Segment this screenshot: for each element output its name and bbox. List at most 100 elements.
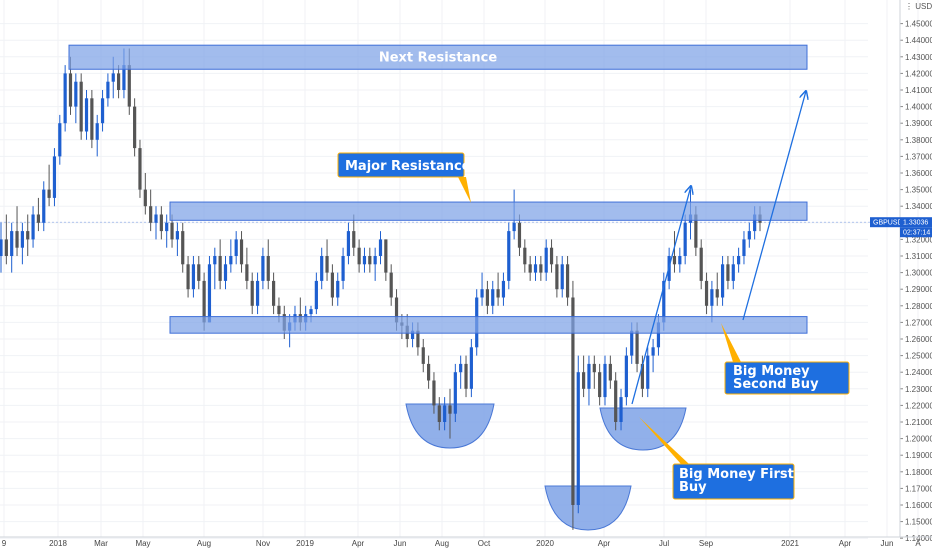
candle [384,239,388,281]
candle-body [213,256,217,265]
candle [549,239,554,273]
x-tick-label: Nov [256,539,270,548]
candle [106,73,110,107]
y-tick-label: 1.38000 [905,136,932,145]
candle-body [234,239,238,256]
candle [336,272,340,306]
candle-body [36,214,41,223]
projection-arrows [631,91,806,405]
candle-body [496,289,500,298]
candle-body [111,73,115,82]
candle-body [555,264,559,290]
candle-body [694,214,698,248]
candle-body [197,264,201,281]
candle [213,247,217,290]
y-tick-label: 1.18000 [905,468,932,477]
candle-body [52,156,57,198]
projection-arrow-2 [742,91,806,321]
symbol-tag [870,217,900,228]
candle [582,355,586,398]
y-tick-label: 1.24000 [905,368,932,377]
candle [239,231,244,273]
x-tick-label: Aug [197,539,211,548]
candle [678,247,682,273]
candle [4,214,8,265]
candle [507,222,511,290]
candle-body [715,289,719,298]
candle [485,280,490,315]
candle [357,239,361,273]
candle-body [656,322,661,348]
candle [565,256,570,306]
candle-body [325,256,329,273]
candle [378,231,383,265]
candle-body [587,363,591,389]
candle [427,355,431,389]
candle [261,247,265,290]
candle-body [330,272,334,298]
candle-body [614,380,618,422]
candle-body [223,264,228,281]
x-tick-label: Jul [659,539,669,548]
candle-body [207,264,212,323]
candle [539,256,543,281]
symbol-tag-text: GBPUSD [873,220,903,227]
countdown-text: 02:37:14 [903,230,930,237]
y-tick-label: 1.30000 [905,269,932,278]
y-tick-label: 1.43000 [905,53,932,62]
callout-tail [458,177,471,203]
y-tick-label: 1.42000 [905,69,932,78]
candle-body [635,330,639,364]
x-tick-label: 2018 [49,539,67,548]
candle [480,272,484,306]
y-tick-label: 1.37000 [905,152,932,161]
candle-body [603,363,607,398]
cup-shape [544,485,632,531]
candle [74,73,78,124]
candle [197,256,201,290]
y-tick-label: 1.16000 [905,501,932,510]
candle [747,222,751,248]
candle [346,222,351,265]
candle [20,222,24,265]
x-tick-label: 9 [2,539,7,548]
candle [181,222,185,273]
candle-body [373,256,377,265]
candle [469,339,473,398]
y-tick-label: 1.32000 [905,235,932,244]
candle-body [427,363,431,381]
x-tick-label: Mar [94,539,108,548]
candle-body [384,239,388,273]
candle-body [544,247,548,273]
candle-body [523,247,527,265]
candle [0,222,3,273]
candle [100,90,105,132]
candle [560,256,564,298]
callout-text: Major Resistance [345,159,471,174]
candle-body [464,363,468,389]
candle-body [116,73,121,90]
candle [614,372,618,431]
countdown-tag [900,227,932,238]
candle-body [165,222,169,232]
candle [36,197,41,232]
candle-body [453,372,457,414]
candle [229,239,233,273]
candle-body [533,264,538,273]
candle-body [651,347,655,356]
callout-text: Big Money [733,364,810,379]
candle-body [598,372,602,398]
candle [52,148,57,207]
candle-body [133,106,137,149]
y-tick-label: 1.34000 [905,202,932,211]
candle-body [485,289,490,306]
candle-body [42,189,46,223]
candle [116,65,121,99]
candle-body [95,123,99,140]
candle-body [448,405,452,414]
x-tick-label: 2019 [296,539,314,548]
candle-body [143,189,147,207]
candle-body [63,73,67,124]
y-tick-label: 1.20000 [905,435,932,444]
